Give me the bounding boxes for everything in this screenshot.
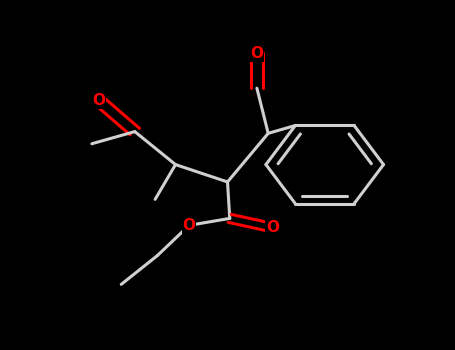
Text: O: O — [92, 93, 105, 108]
Text: O: O — [182, 218, 196, 233]
Text: O: O — [266, 220, 279, 235]
Text: O: O — [250, 46, 263, 61]
